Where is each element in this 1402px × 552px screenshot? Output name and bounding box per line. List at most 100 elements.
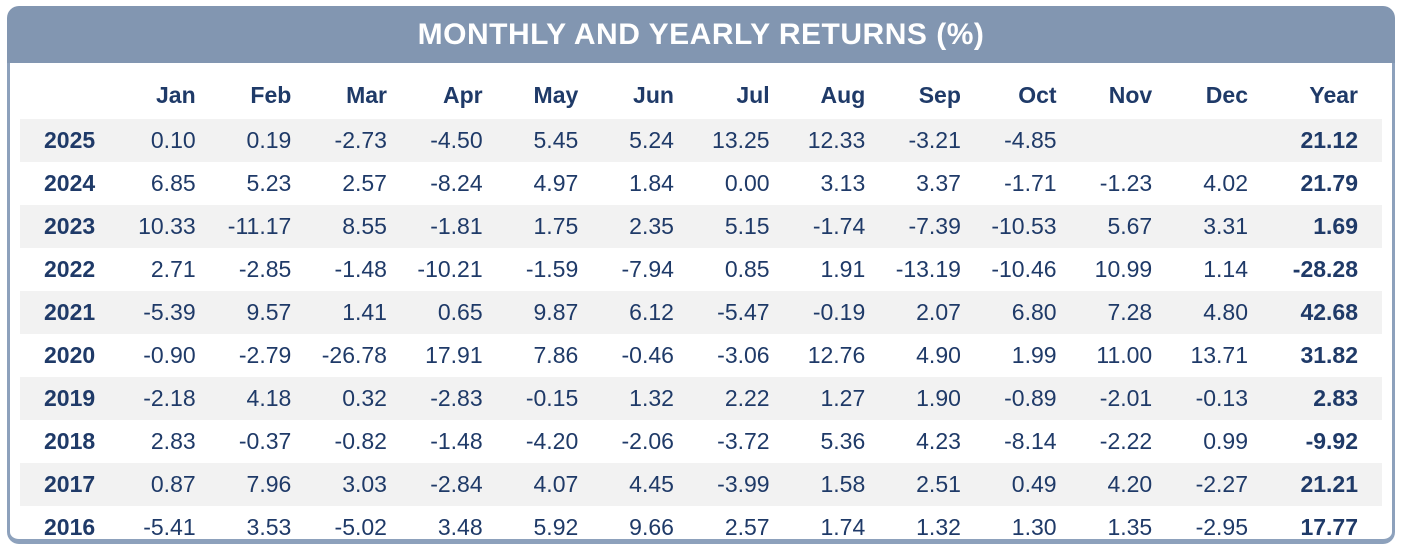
table-row: 2021 -5.39 9.57 1.41 0.65 9.87 6.12 -5.47 -0.19 2… (20, 291, 1382, 334)
monthly-return-cell: -2.95 (1195, 514, 1248, 540)
monthly-return-cell: -0.13 (1195, 385, 1248, 411)
monthly-return-cell: -1.48 (334, 256, 387, 282)
yearly-return-cell: 21.79 (1300, 170, 1358, 196)
table-row: 2025 0.10 0.19 -2.73 -4.50 5.45 5.24 13.25 12.33… (20, 119, 1382, 162)
monthly-return-cell: 1.74 (820, 514, 866, 540)
monthly-return-cell: -2.85 (238, 256, 292, 282)
row-year-label: 2021 (44, 299, 96, 325)
monthly-return-cell: -8.14 (1004, 428, 1057, 454)
monthly-return-cell: -3.06 (717, 342, 770, 368)
monthly-return-cell: 6.12 (629, 299, 674, 325)
monthly-return-cell: 7.96 (246, 471, 292, 497)
monthly-return-cell: 5.23 (246, 170, 292, 196)
monthly-return-cell: -1.23 (1099, 170, 1153, 196)
monthly-return-cell: -0.89 (1004, 385, 1057, 411)
monthly-return-cell: -2.79 (238, 342, 292, 368)
table-row: 2019 -2.18 4.18 0.32 -2.83 -0.15 1.32 2.22 1.27 1… (20, 377, 1382, 420)
monthly-return-cell: -10.46 (991, 256, 1057, 282)
monthly-return-cell: -13.19 (895, 256, 961, 282)
monthly-return-cell: 0.87 (150, 471, 196, 497)
monthly-return-cell: 2.71 (150, 256, 196, 282)
monthly-return-cell: 6.80 (1011, 299, 1057, 325)
monthly-return-cell: 5.67 (1107, 213, 1153, 239)
monthly-return-cell: -5.02 (334, 514, 387, 540)
row-year-label: 2016 (44, 514, 96, 540)
row-year-label: 2018 (44, 428, 96, 454)
monthly-return-cell: 4.90 (916, 342, 961, 368)
monthly-return-cell: 10.33 (138, 213, 196, 239)
yearly-return-cell: -9.92 (1305, 428, 1358, 454)
monthly-return-cell: -1.74 (812, 213, 866, 239)
monthly-return-cell: -2.06 (621, 428, 674, 454)
column-header: Jul (736, 82, 770, 108)
monthly-return-cell: 3.13 (820, 170, 866, 196)
monthly-return-cell: 9.87 (533, 299, 579, 325)
monthly-return-cell: 12.76 (807, 342, 866, 368)
monthly-return-cell: -7.39 (908, 213, 961, 239)
column-header: Oct (1018, 82, 1057, 108)
yearly-return-cell: 17.77 (1300, 514, 1358, 540)
monthly-return-cell: -0.37 (238, 428, 292, 454)
monthly-return-cell: -11.17 (227, 213, 292, 239)
monthly-return-cell: 0.00 (724, 170, 770, 196)
monthly-return-cell: 1.14 (1203, 256, 1248, 282)
row-year-label: 2025 (44, 127, 96, 153)
monthly-return-cell: 1.91 (820, 256, 866, 282)
monthly-return-cell: -26.78 (321, 342, 387, 368)
monthly-return-cell: -7.94 (621, 256, 674, 282)
column-header: Feb (250, 82, 292, 108)
monthly-return-cell: 0.19 (246, 127, 292, 153)
monthly-return-cell: 8.55 (342, 213, 387, 239)
yearly-return-cell: 42.68 (1300, 299, 1358, 325)
monthly-return-cell: 2.83 (150, 428, 196, 454)
monthly-return-cell: -1.48 (430, 428, 483, 454)
monthly-return-cell: 2.51 (916, 471, 961, 497)
monthly-return-cell: 1.58 (820, 471, 866, 497)
table-container: Jan Feb Mar Apr May Jun Jul Aug Sep Oct Nov Dec Year… (7, 63, 1395, 544)
monthly-return-cell: 4.20 (1107, 471, 1153, 497)
monthly-return-cell: -2.84 (430, 471, 483, 497)
returns-panel: MONTHLY AND YEARLY RETURNS (%) Jan Feb Mar… (7, 6, 1395, 544)
monthly-return-cell: -0.19 (812, 299, 866, 325)
monthly-return-cell: -4.20 (525, 428, 579, 454)
monthly-return-cell (1164, 119, 1260, 162)
monthly-return-cell (1069, 119, 1165, 162)
monthly-return-cell: 11.00 (1096, 342, 1153, 368)
table-row: 2018 2.83 -0.37 -0.82 -1.48 -4.20 -2.06 -3.72 5.… (20, 420, 1382, 463)
monthly-return-cell: 0.32 (342, 385, 387, 411)
monthly-return-cell: -4.50 (430, 127, 483, 153)
monthly-return-cell: 7.86 (533, 342, 579, 368)
monthly-return-cell: 12.33 (807, 127, 866, 153)
monthly-return-cell: 4.23 (916, 428, 961, 454)
column-header: Nov (1108, 82, 1153, 108)
monthly-return-cell: 4.07 (533, 471, 579, 497)
table-row: 2023 10.33 -11.17 8.55 -1.81 1.75 2.35 5.15 -1.7… (20, 205, 1382, 248)
monthly-return-cell: -1.71 (1004, 170, 1057, 196)
monthly-return-cell: 5.15 (724, 213, 770, 239)
monthly-return-cell: 2.35 (629, 213, 674, 239)
row-year-label: 2023 (44, 213, 96, 239)
monthly-return-cell: -1.59 (525, 256, 579, 282)
monthly-return-cell: 3.03 (342, 471, 387, 497)
yearly-return-cell: 21.21 (1300, 471, 1358, 497)
monthly-return-cell: -5.39 (143, 299, 196, 325)
monthly-return-cell: 5.24 (629, 127, 674, 153)
returns-table: Jan Feb Mar Apr May Jun Jul Aug Sep Oct Nov Dec Year… (20, 71, 1382, 540)
monthly-return-cell: -0.46 (621, 342, 674, 368)
column-header: Jan (156, 82, 196, 108)
monthly-return-cell: 13.71 (1190, 342, 1248, 368)
monthly-return-cell: -0.15 (525, 385, 579, 411)
table-row: 2024 6.85 5.23 2.57 -8.24 4.97 1.84 0.00 3.13 3.3… (20, 162, 1382, 205)
monthly-return-cell: -0.90 (143, 342, 196, 368)
monthly-return-cell: -4.85 (1004, 127, 1057, 153)
monthly-return-cell: -2.22 (1099, 428, 1153, 454)
monthly-return-cell: 1.99 (1011, 342, 1057, 368)
monthly-return-cell: 4.80 (1203, 299, 1248, 325)
row-year-label: 2022 (44, 256, 96, 282)
monthly-return-cell: 9.66 (629, 514, 674, 540)
yearly-return-cell: -28.28 (1292, 256, 1358, 282)
monthly-return-cell: 1.75 (533, 213, 579, 239)
monthly-return-cell: 1.35 (1107, 514, 1153, 540)
monthly-return-cell: -3.72 (717, 428, 770, 454)
